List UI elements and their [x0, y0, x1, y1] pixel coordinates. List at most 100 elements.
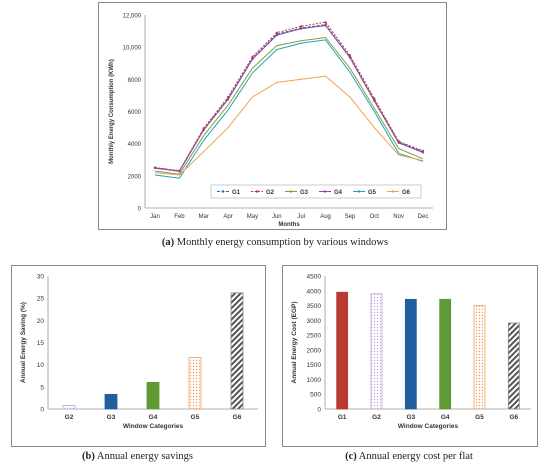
series-point-g4 — [178, 170, 181, 173]
y-tick-label: 25 — [37, 296, 45, 303]
series-point-g4 — [251, 58, 254, 61]
y-tick-label: 12,000 — [123, 14, 142, 20]
x-tick-label: G2 — [372, 414, 381, 421]
y-tick-label: 1500 — [307, 362, 322, 369]
series-point-g4 — [275, 34, 278, 37]
line-chart-svg: 0 2000 4000 6000 8000 10,000 12,000 Jan Feb Mar Ap… — [109, 14, 433, 228]
x-tick-label: G2 — [65, 414, 74, 421]
series-line-g2 — [154, 21, 424, 172]
y-tick-label: 0 — [138, 207, 142, 213]
series-point-g4 — [300, 27, 303, 30]
x-tick-label: Apr — [223, 214, 232, 220]
series-point-g2 — [275, 31, 278, 34]
legend-label-g6: G6 — [402, 190, 411, 196]
x-tick-label: G6 — [509, 414, 518, 421]
x-axis-title: Window Categories — [398, 423, 459, 430]
legend-marker-g3 — [289, 190, 293, 193]
energy-cost-chart: 0 500 1000 1500 2000 2500 3000 3500 4000 4500 G1 G2… — [282, 265, 538, 447]
legend-marker-g5 — [357, 190, 361, 193]
series-point-g2 — [251, 55, 254, 58]
series-point-g2 — [324, 21, 327, 24]
x-tick-label: G5 — [191, 414, 200, 421]
x-axis-title: Window Categories — [123, 423, 184, 430]
x-tick-label: G3 — [406, 414, 415, 421]
y-tick-label: 3500 — [307, 303, 322, 310]
series-point-g2 — [348, 54, 352, 57]
x-tick-label: May — [247, 214, 258, 220]
bar-g6 — [230, 292, 244, 410]
x-tick-label: G4 — [441, 414, 450, 421]
y-axis-title: Annual Energy Cost (EGP) — [291, 302, 298, 384]
legend-label-g4: G4 — [334, 190, 343, 196]
series-point-g4 — [226, 98, 230, 101]
caption-a-text: Monthly energy consumption by various wi… — [174, 237, 389, 248]
legend-marker-g1 — [221, 190, 225, 193]
legend-marker-g4 — [323, 190, 327, 193]
series-point-g4 — [324, 24, 327, 27]
legend-label-g2: G2 — [266, 190, 275, 196]
x-tick-label: Jun — [272, 214, 282, 220]
caption-c-text: Annual energy cost per flat — [356, 451, 473, 462]
caption-b-text: Annual energy savings — [94, 451, 193, 462]
y-axis-title: Annual Energy Saving (%) — [20, 302, 27, 383]
legend-box — [210, 184, 422, 199]
x-tick-label: Dec — [418, 214, 429, 220]
y-tick-label: 4500 — [307, 274, 322, 281]
bar-g2 — [370, 293, 383, 410]
caption-b-letter: (b) — [82, 451, 95, 462]
legend-label-g1: G1 — [232, 190, 241, 196]
series-point-g4 — [348, 56, 352, 59]
caption-a-letter: (a) — [161, 237, 175, 248]
bar-g3 — [404, 298, 417, 410]
bar-g6 — [507, 322, 520, 410]
x-tick-label: Jul — [297, 214, 305, 220]
legend-marker-g6 — [391, 190, 395, 193]
bar-g3 — [104, 393, 118, 410]
y-tick-label: 3000 — [307, 318, 322, 325]
y-tick-label: 5 — [40, 384, 44, 391]
x-tick-label: G1 — [338, 414, 347, 421]
x-tick-label: Sep — [345, 214, 356, 220]
monthly-consumption-chart: 0 2000 4000 6000 8000 10,000 12,000 Jan Feb Mar Ap… — [98, 2, 447, 230]
series-line-g3 — [154, 36, 424, 175]
y-tick-label: 0 — [317, 407, 321, 414]
bar-g4 — [146, 382, 160, 410]
legend-label-g3: G3 — [300, 190, 309, 196]
cost-bar-chart-svg: 0 500 1000 1500 2000 2500 3000 3500 4000 4500 G1 G2… — [291, 274, 531, 430]
series-point-g4 — [373, 99, 376, 103]
bar-g5 — [473, 305, 486, 410]
x-tick-label: Mar — [199, 214, 209, 220]
x-tick-label: Jan — [150, 214, 160, 220]
y-tick-label: 6000 — [128, 110, 142, 116]
y-tick-label: 10 — [37, 362, 45, 369]
x-tick-label: Aug — [320, 214, 331, 220]
y-tick-label: 500 — [310, 392, 321, 399]
x-tick-label: G5 — [475, 414, 484, 421]
bar-g5 — [188, 357, 202, 410]
y-tick-label: 2000 — [128, 174, 142, 180]
y-axis-title: Monthly Energy Consumption (KWh) — [109, 59, 115, 164]
y-tick-label: 20 — [37, 318, 45, 325]
caption-c-letter: (c) — [345, 451, 357, 462]
series-point-g4 — [153, 167, 157, 170]
y-tick-label: 1000 — [307, 377, 322, 384]
x-tick-label: G4 — [149, 414, 158, 421]
x-axis-title: Months — [278, 222, 300, 228]
series-point-g4 — [421, 151, 425, 154]
y-tick-label: 4000 — [128, 142, 142, 148]
y-tick-label: 30 — [37, 274, 45, 281]
energy-savings-chart: 0 5 10 15 20 25 30 G2 G3 G4 G5 G6 Window Categories A… — [11, 265, 266, 447]
y-tick-label: 0 — [40, 407, 44, 414]
x-tick-label: G3 — [107, 414, 116, 421]
x-tick-label: Feb — [174, 214, 185, 220]
caption-a: (a) Monthly energy consumption by variou… — [0, 237, 550, 248]
x-tick-label: G6 — [233, 414, 242, 421]
series-line-g6 — [154, 75, 424, 176]
bar-g1 — [336, 291, 349, 410]
legend-label-g5: G5 — [368, 190, 377, 196]
bar-g2 — [62, 405, 76, 410]
series-point-g2 — [421, 149, 425, 153]
series-line-g4 — [154, 24, 424, 172]
y-tick-label: 15 — [37, 340, 45, 347]
bar-g4 — [439, 298, 452, 410]
